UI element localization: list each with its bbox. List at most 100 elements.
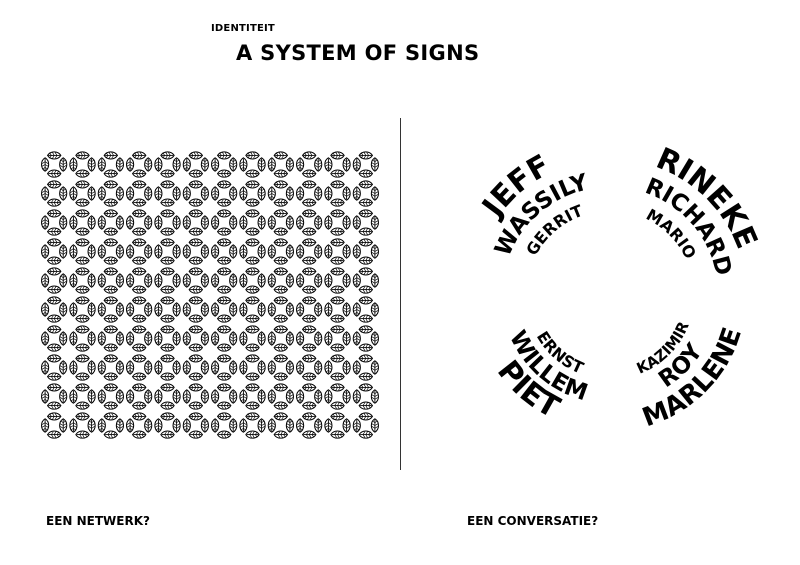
leaf-ring-icon xyxy=(182,354,209,381)
leaf-ring-icon xyxy=(267,267,294,294)
leaf-ring-icon xyxy=(352,267,379,294)
leaf-ring-icon xyxy=(41,383,68,410)
leaf-ring-icon xyxy=(126,180,153,207)
leaf-ring-icon xyxy=(352,412,379,439)
name-marlene: MARLENE xyxy=(638,324,748,433)
leaf-ring-icon xyxy=(324,238,351,265)
leaf-ring-icon xyxy=(352,238,379,265)
leaf-ring-icon xyxy=(154,151,181,178)
conversation-circle: JEFF WASSILY GERRIT RINEKE RICHARD MARIO… xyxy=(475,141,764,433)
leaf-ring-icon xyxy=(41,354,68,381)
leaf-ring-icon xyxy=(211,180,238,207)
leaf-ring-icon xyxy=(296,325,323,352)
leaf-ring-icon xyxy=(211,151,238,178)
leaf-ring-icon xyxy=(154,412,181,439)
leaf-ring-icon xyxy=(97,412,124,439)
leaf-ring-icon xyxy=(211,412,238,439)
leaf-ring-icon xyxy=(211,354,238,381)
leaf-ring-icon xyxy=(239,383,266,410)
leaf-ring-icon xyxy=(324,209,351,236)
leaf-ring-icon xyxy=(97,354,124,381)
leaf-ring-icon xyxy=(97,209,124,236)
leaf-ring-icon xyxy=(324,180,351,207)
leaf-ring-icon xyxy=(97,296,124,323)
leaf-ring-icon xyxy=(97,238,124,265)
leaf-ring-icon xyxy=(154,180,181,207)
leaf-ring-icon xyxy=(182,209,209,236)
leaf-ring-icon xyxy=(154,383,181,410)
leaf-ring-icon xyxy=(296,238,323,265)
leaf-ring-icon xyxy=(239,354,266,381)
leaf-ring-icon xyxy=(296,151,323,178)
leaf-ring-icon xyxy=(352,209,379,236)
leaf-ring-icon xyxy=(211,383,238,410)
leaf-ring-icon xyxy=(324,267,351,294)
leaf-ring-icon xyxy=(69,296,96,323)
leaf-ring-icon xyxy=(69,383,96,410)
leaf-ring-icon xyxy=(41,238,68,265)
leaf-ring-icon xyxy=(211,238,238,265)
leaf-ring-icon xyxy=(182,383,209,410)
leaf-ring-icon xyxy=(41,180,68,207)
leaf-ring-icon xyxy=(69,267,96,294)
leaf-ring-icon xyxy=(267,412,294,439)
leaf-ring-icon xyxy=(267,180,294,207)
leaf-ring-icon xyxy=(296,209,323,236)
leaf-ring-icon xyxy=(239,180,266,207)
leaf-ring-icon xyxy=(296,296,323,323)
leaf-ring-icon xyxy=(126,151,153,178)
leaf-ring-icon xyxy=(97,267,124,294)
leaf-ring-icon xyxy=(69,412,96,439)
leaf-ring-icon xyxy=(126,267,153,294)
leaf-ring-icon xyxy=(239,325,266,352)
leaf-ring-icon xyxy=(296,412,323,439)
leaf-ring-icon xyxy=(211,325,238,352)
leaf-ring-icon xyxy=(324,412,351,439)
leaf-ring-icon xyxy=(41,296,68,323)
leaf-ring-icon xyxy=(97,325,124,352)
leaf-ring-icon xyxy=(126,383,153,410)
leaf-ring-icon xyxy=(267,151,294,178)
leaf-ring-icon xyxy=(324,383,351,410)
leaf-ring-icon xyxy=(69,151,96,178)
leaf-ring-icon xyxy=(69,238,96,265)
section-label: IDENTITEIT xyxy=(211,23,275,34)
leaf-ring-icon xyxy=(182,296,209,323)
leaf-ring-icon xyxy=(324,151,351,178)
leaf-ring-icon xyxy=(126,209,153,236)
caption-conversation: EEN CONVERSATIE? xyxy=(467,514,599,528)
leaf-ring-icon xyxy=(211,296,238,323)
leaf-ring-icon xyxy=(239,412,266,439)
leaf-ring-icon xyxy=(126,296,153,323)
leaf-ring-icon xyxy=(267,325,294,352)
leaf-ring-icon xyxy=(324,325,351,352)
leaf-ring-icon xyxy=(324,354,351,381)
leaf-ring-icon xyxy=(267,296,294,323)
leaf-ring-icon xyxy=(69,354,96,381)
leaf-ring-icon xyxy=(97,180,124,207)
leaf-ring-icon xyxy=(239,238,266,265)
leaf-ring-icon xyxy=(182,267,209,294)
leaf-ring-icon xyxy=(126,412,153,439)
leaf-ring-icon xyxy=(154,325,181,352)
leaf-ring-icon xyxy=(182,325,209,352)
leaf-ring-icon xyxy=(41,209,68,236)
leaf-ring-icon xyxy=(69,180,96,207)
leaf-ring-icon xyxy=(267,238,294,265)
leaf-ring-icon xyxy=(352,383,379,410)
leaf-ring-icon xyxy=(97,383,124,410)
leaf-ring-icon xyxy=(69,325,96,352)
leaf-ring-icon xyxy=(154,267,181,294)
center-divider xyxy=(400,118,401,470)
leaf-ring-icon xyxy=(182,412,209,439)
leaf-ring-icon xyxy=(41,151,68,178)
leaf-ring-icon xyxy=(41,325,68,352)
leaf-ring-icon xyxy=(41,412,68,439)
leaf-ring-icon xyxy=(296,267,323,294)
leaf-ring-icon xyxy=(239,267,266,294)
leaf-ring-icon xyxy=(211,267,238,294)
leaf-ring-icon xyxy=(154,238,181,265)
leaf-ring-icon xyxy=(239,151,266,178)
leaf-ring-icon xyxy=(352,180,379,207)
leaf-ring-icon xyxy=(182,151,209,178)
